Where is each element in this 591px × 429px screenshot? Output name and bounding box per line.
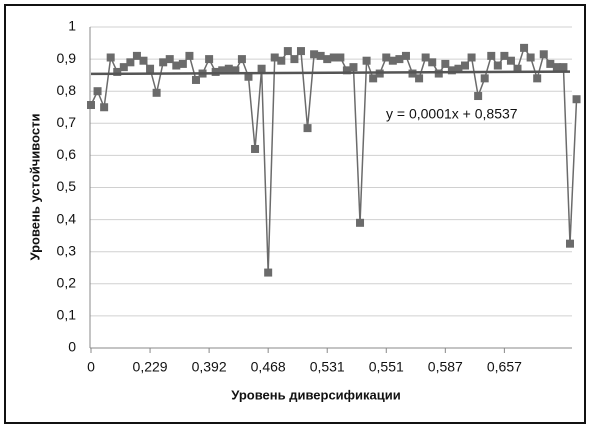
x-tick-label: 0,531: [310, 359, 345, 375]
marker: [572, 95, 581, 104]
x-tick-label: 0,392: [192, 359, 227, 375]
y-tick-label: 1: [68, 18, 76, 34]
x-tick-label: 0: [87, 359, 95, 375]
marker: [441, 59, 450, 68]
marker: [369, 74, 378, 83]
marker: [506, 56, 515, 65]
marker: [401, 51, 410, 60]
trendline: [90, 70, 571, 76]
marker: [323, 55, 332, 64]
marker: [106, 53, 115, 62]
x-tick-label: 0,587: [428, 359, 463, 375]
marker: [257, 64, 266, 73]
marker: [454, 64, 463, 73]
marker: [126, 58, 135, 67]
marker: [500, 51, 509, 60]
marker: [185, 51, 194, 60]
marker: [342, 66, 351, 75]
marker: [552, 63, 561, 72]
y-tick-label: 0,2: [57, 275, 77, 291]
marker: [415, 74, 424, 83]
marker: [533, 74, 542, 83]
marker: [211, 67, 220, 76]
marker: [434, 69, 443, 78]
marker: [224, 64, 233, 73]
marker: [310, 50, 319, 59]
marker: [362, 56, 371, 65]
marker: [421, 53, 430, 62]
marker: [264, 268, 273, 277]
marker: [559, 63, 568, 72]
marker: [487, 51, 496, 60]
marker: [270, 53, 279, 62]
marker: [520, 43, 529, 52]
y-axis-title: Уровень устойчивости: [27, 114, 42, 261]
marker: [191, 75, 200, 84]
marker: [231, 66, 240, 75]
marker: [480, 74, 489, 83]
y-tick-label: 0,9: [57, 50, 77, 66]
y-tick-label: 0,5: [57, 178, 77, 194]
marker: [526, 53, 535, 62]
marker: [349, 63, 358, 72]
x-tick-label: 0,657: [487, 359, 522, 375]
marker: [493, 61, 502, 70]
marker: [205, 55, 214, 64]
y-tick-label: 0,6: [57, 146, 77, 162]
marker: [277, 56, 286, 65]
marker: [251, 144, 260, 153]
y-tick-label: 0,8: [57, 82, 77, 98]
y-tick-label: 0: [68, 339, 76, 355]
marker: [566, 239, 574, 248]
marker: [382, 53, 391, 62]
marker: [290, 55, 299, 64]
marker: [146, 64, 155, 73]
marker: [395, 55, 404, 64]
marker: [336, 53, 345, 62]
marker: [296, 47, 305, 56]
marker: [388, 56, 397, 65]
marker: [329, 53, 338, 62]
y-tick-label: 0,4: [57, 210, 77, 226]
marker: [447, 66, 456, 75]
x-tick-label: 0,229: [133, 359, 168, 375]
marker: [244, 72, 253, 81]
marker: [356, 218, 365, 227]
marker: [474, 92, 483, 101]
marker: [546, 59, 555, 68]
marker: [461, 61, 470, 70]
marker: [100, 103, 109, 112]
marker: [152, 88, 161, 97]
marker: [303, 124, 312, 133]
marker: [87, 101, 95, 110]
marker: [283, 47, 292, 56]
marker: [159, 58, 168, 67]
marker: [467, 53, 476, 62]
x-axis-title: Уровень диверсификации: [231, 387, 401, 402]
marker: [178, 59, 187, 68]
marker: [513, 64, 522, 73]
x-tick-label: 0,551: [369, 359, 404, 375]
trendline-label: y = 0,0001x + 0,8537: [386, 106, 518, 122]
marker: [119, 63, 128, 72]
x-tick-label: 0,468: [251, 359, 286, 375]
marker: [172, 61, 181, 70]
marker: [113, 67, 122, 76]
marker: [139, 56, 148, 65]
marker: [93, 87, 102, 96]
y-tick-label: 0,7: [57, 114, 77, 130]
marker: [237, 55, 246, 64]
marker: [218, 66, 227, 75]
marker: [428, 58, 437, 67]
marker: [165, 55, 174, 64]
y-tick-label: 0,1: [57, 307, 77, 323]
y-tick-label: 0,3: [57, 242, 77, 258]
marker: [132, 51, 141, 60]
marker: [539, 50, 548, 59]
marker: [316, 51, 325, 60]
